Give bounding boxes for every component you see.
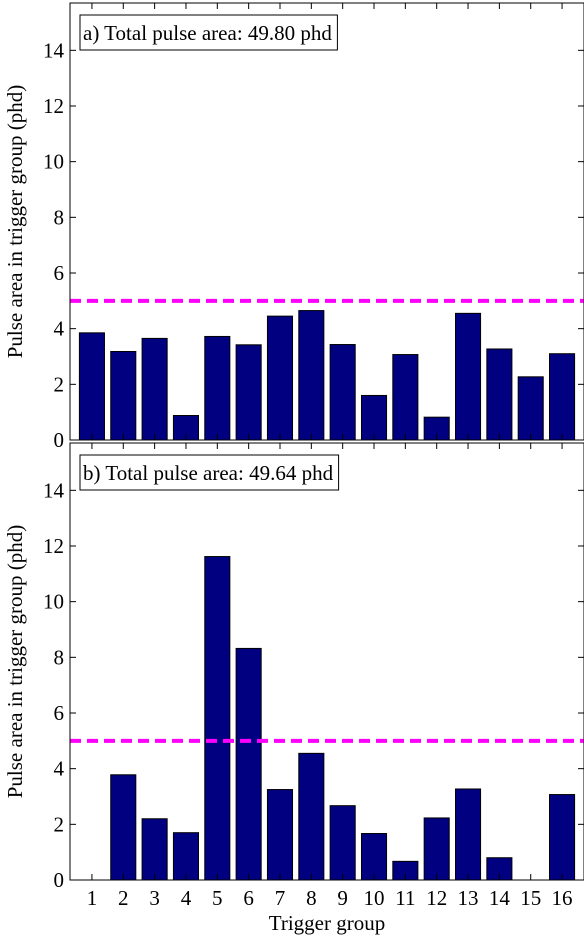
bar-16 (549, 353, 576, 441)
annotation-border (79, 454, 340, 491)
y-tick-label: 0 (54, 428, 65, 452)
x-tick-label: 1 (87, 886, 98, 910)
x-tick-label: 10 (364, 886, 385, 910)
bar-10 (360, 833, 388, 881)
bar-6 (235, 344, 262, 441)
annotation-box: a) Total pulse area: 49.80 phd (79, 14, 338, 51)
y-tick-label: 10 (43, 590, 64, 614)
y-tick-label: 12 (43, 534, 64, 558)
bar-9 (329, 805, 356, 881)
bar-14 (486, 348, 513, 441)
bar-6 (235, 647, 262, 881)
y-axis-label: Pulse area in trigger group (phd) (3, 85, 27, 359)
bar-13 (455, 312, 482, 441)
y-tick-label: 2 (54, 812, 65, 836)
annotation-text: a) Total pulse area: 49.80 phd (83, 21, 332, 45)
annotation-box: b) Total pulse area: 49.64 phd (79, 454, 340, 491)
x-tick-label: 16 (552, 886, 573, 910)
x-tick-label: 14 (489, 886, 511, 910)
bar-3 (141, 818, 168, 881)
x-tick-label: 8 (306, 886, 317, 910)
x-tick-label: 4 (181, 886, 192, 910)
y-tick-label: 0 (54, 868, 65, 892)
y-tick-label: 4 (54, 317, 65, 341)
y-tick-label: 2 (54, 372, 65, 396)
x-axis-label: Trigger group (269, 911, 385, 935)
x-tick-label: 3 (149, 886, 160, 910)
bar-8 (298, 310, 325, 441)
y-tick-label: 8 (54, 645, 65, 669)
annotation-text: b) Total pulse area: 49.64 phd (83, 461, 334, 485)
bar-16 (549, 794, 576, 881)
y-tick-label: 14 (43, 38, 65, 62)
x-tick-label: 13 (458, 886, 479, 910)
y-axis-label: Pulse area in trigger group (phd) (3, 525, 27, 799)
bar-2 (110, 350, 137, 441)
x-tick-label: 9 (337, 886, 348, 910)
x-tick-label: 5 (212, 886, 223, 910)
bar-12 (423, 817, 450, 881)
y-tick-label: 6 (54, 261, 65, 285)
y-tick-label: 6 (54, 701, 65, 725)
y-tick-label: 14 (43, 478, 65, 502)
bar-5 (204, 556, 231, 881)
y-tick-label: 8 (54, 205, 65, 229)
x-tick-label: 15 (520, 886, 541, 910)
bar-9 (329, 344, 356, 441)
axes-box (69, 2, 584, 441)
bar-11 (392, 354, 419, 441)
bar-15 (517, 376, 544, 441)
bar-10 (360, 394, 388, 441)
bar-7 (266, 789, 294, 881)
bar-13 (455, 788, 482, 881)
bar-3 (141, 337, 168, 441)
y-tick-label: 4 (54, 757, 65, 781)
bar-1 (78, 332, 105, 441)
x-tick-label: 12 (426, 886, 447, 910)
bar-4 (172, 832, 199, 881)
bar-2 (110, 774, 137, 881)
x-tick-label: 11 (395, 886, 415, 910)
annotation-border (79, 14, 338, 51)
y-tick-label: 12 (43, 94, 64, 118)
y-tick-label: 10 (43, 150, 64, 174)
x-tick-label: 6 (243, 886, 254, 910)
x-tick-label: 7 (275, 886, 286, 910)
bar-7 (266, 315, 294, 441)
panel-a: 0 2 4 6 8 10 12 14 a) Total pulse area: 49.80 ph… (3, 2, 584, 452)
x-tick-label: 2 (118, 886, 129, 910)
axes-box (69, 442, 584, 881)
bar-8 (298, 752, 325, 881)
bar-5 (204, 335, 231, 441)
